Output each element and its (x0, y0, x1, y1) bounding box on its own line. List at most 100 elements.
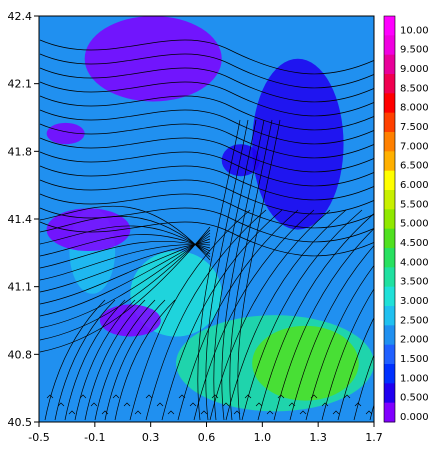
streamline (353, 353, 374, 421)
y-tick-label: 41.8 (8, 145, 33, 158)
streamline (39, 225, 211, 255)
y-tick-label: 41.4 (8, 213, 33, 226)
stream-arrow (123, 402, 131, 407)
stream-arrow (354, 402, 362, 407)
stream-arrow (255, 402, 263, 407)
stream-arrow (101, 410, 109, 415)
plot-area (39, 16, 374, 422)
streamline (39, 241, 211, 293)
colorbar-label: 6.000 (400, 180, 429, 191)
colorbar-label: 5.500 (400, 199, 429, 210)
stream-arrow (222, 402, 230, 407)
streamline (257, 213, 374, 421)
stream-arrow (277, 394, 285, 399)
streamline (221, 119, 265, 421)
streamline (39, 165, 374, 201)
streamline (225, 209, 347, 421)
streamline (94, 299, 156, 421)
streamline (39, 67, 374, 103)
stream-arrow (178, 394, 186, 399)
streamline (39, 234, 211, 257)
streamline (64, 299, 126, 421)
streamline (197, 119, 241, 421)
stream-arrow (57, 402, 65, 407)
streamline (104, 299, 166, 421)
colorbar-label: 3.000 (400, 296, 429, 307)
y-axis: 42.4 42.1 41.8 41.4 41.1 40.8 40.5 (8, 10, 39, 429)
colorbar-label: 4.000 (400, 257, 429, 268)
streamline (114, 299, 176, 421)
stream-arrow (90, 402, 98, 407)
colorbar: 10.00 9.500 9.000 8.500 8.000 7.500 7.000 6.500… (383, 15, 429, 423)
colorbar-label: 10.00 (400, 25, 429, 36)
stream-arrow (167, 410, 175, 415)
streamlines (39, 39, 374, 421)
colorbar-swatch (384, 209, 395, 230)
streamline (39, 226, 211, 353)
colorbar-swatch (384, 402, 395, 423)
colour-field (39, 16, 374, 422)
streamline (39, 240, 211, 269)
stream-arrow (79, 394, 87, 399)
y-tick-label: 42.4 (8, 10, 33, 23)
stream-arrow (299, 410, 307, 415)
streamline (241, 209, 363, 421)
stream-arrow (46, 394, 54, 399)
streamline (39, 179, 374, 215)
x-tick-label: 0.6 (198, 431, 216, 444)
streamline (39, 232, 211, 329)
x-tick-label: -0.1 (84, 431, 105, 444)
colorbar-swatch (384, 383, 395, 404)
field-region (252, 325, 359, 401)
colorbar-label: 7.000 (400, 141, 429, 152)
colorbar-swatch (384, 248, 395, 268)
streamline (337, 317, 374, 421)
streamline (321, 288, 374, 421)
stream-arrow (211, 394, 219, 399)
colorbar-swatch (384, 170, 395, 191)
x-tick-label: 0.3 (142, 431, 160, 444)
colorbar-label: 8.500 (400, 83, 429, 94)
streamline (84, 299, 146, 421)
x-tick-label: -0.5 (28, 431, 49, 444)
stream-arrow (189, 402, 197, 407)
field-region (221, 144, 260, 177)
stream-arrow (233, 410, 241, 415)
y-tick-label: 41.1 (8, 281, 33, 294)
colorbar-swatch (384, 74, 395, 94)
colorbar-frame (383, 15, 396, 423)
field-region (252, 58, 344, 230)
colorbar-swatch (384, 190, 395, 210)
colorbar-label: 9.000 (400, 64, 429, 75)
stream-arrow (244, 394, 252, 399)
field-region (46, 208, 131, 252)
streamline (39, 81, 374, 117)
stream-arrow (288, 402, 296, 407)
field-region (84, 16, 222, 102)
colorbar-swatch (384, 286, 395, 307)
stream-arrow (145, 394, 153, 399)
stream-arrow (134, 410, 142, 415)
streamline (39, 216, 211, 258)
y-tick-label: 40.5 (8, 416, 33, 429)
colorbar-label: 1.500 (400, 354, 429, 365)
stream-arrow (112, 394, 120, 399)
streamline (74, 299, 136, 421)
colorbar-swatch (384, 228, 395, 249)
colorbar-label: 4.500 (400, 238, 429, 249)
colorbar-swatch (384, 364, 395, 384)
colorbar-swatch (384, 344, 395, 365)
colorbar-label: 2.500 (400, 315, 429, 326)
x-tick-label: 1.0 (254, 431, 272, 444)
colorbar-swatch (384, 93, 395, 114)
colorbar-swatch (384, 325, 395, 346)
streamline (39, 238, 211, 305)
streamline (39, 109, 374, 145)
streamline (39, 205, 211, 261)
streamline (39, 39, 374, 75)
colorbar-label: 0.000 (400, 412, 429, 423)
colorbar-swatch (384, 151, 395, 172)
stream-arrow (310, 394, 318, 399)
streamline (229, 119, 273, 421)
